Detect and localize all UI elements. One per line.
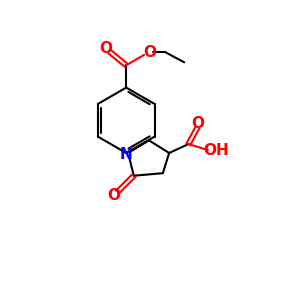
Text: O: O	[191, 116, 204, 131]
Text: N: N	[120, 147, 133, 162]
Text: O: O	[99, 41, 112, 56]
Text: O: O	[107, 188, 120, 203]
Text: O: O	[143, 45, 156, 60]
Text: OH: OH	[203, 142, 229, 158]
